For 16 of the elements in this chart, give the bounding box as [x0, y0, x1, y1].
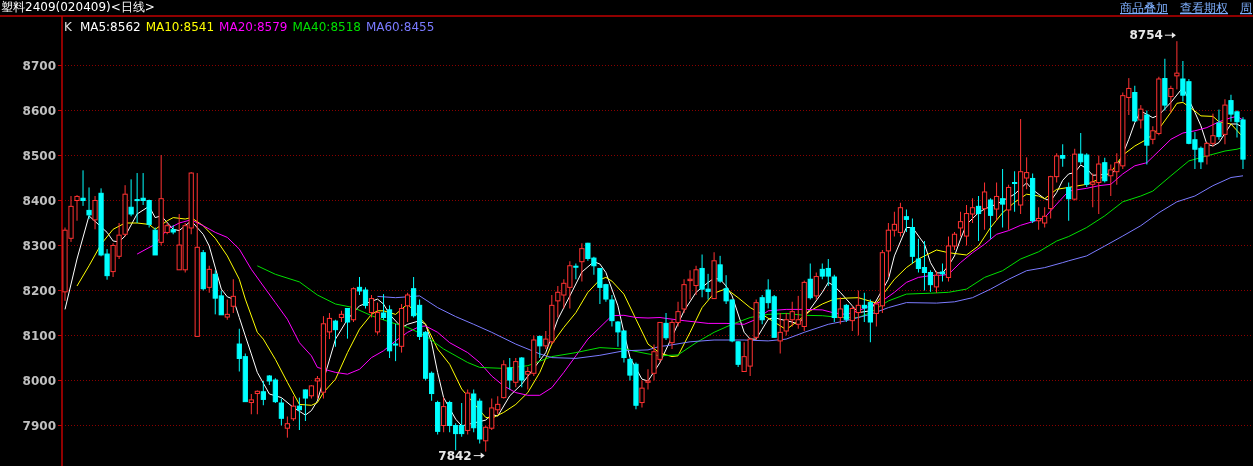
text: 查看期权 [1180, 1, 1228, 15]
annotation: 8754 [1129, 28, 1163, 43]
y-tick-label: 8400 [22, 194, 56, 208]
text: 商品叠加 [1120, 1, 1168, 15]
y-tick-label: 8600 [22, 104, 56, 118]
y-tick-label: 8500 [22, 149, 56, 163]
y-tick-label: 8300 [22, 239, 56, 253]
y-tick-label: 8000 [22, 374, 56, 388]
legend: K MA5:8562 MA10:8541 MA20:8579 MA40:8518 MA60:8455 [64, 20, 435, 34]
y-tick-label: 8700 [22, 59, 56, 73]
y-tick-label: 8200 [22, 284, 56, 298]
text: 周 [1240, 1, 1252, 15]
annotation: 7842 [438, 448, 472, 463]
chart-title: 塑料2409(020409)<日线> [1, 0, 155, 14]
y-tick-label: 8100 [22, 329, 56, 343]
y-tick-label: 7900 [22, 419, 56, 433]
